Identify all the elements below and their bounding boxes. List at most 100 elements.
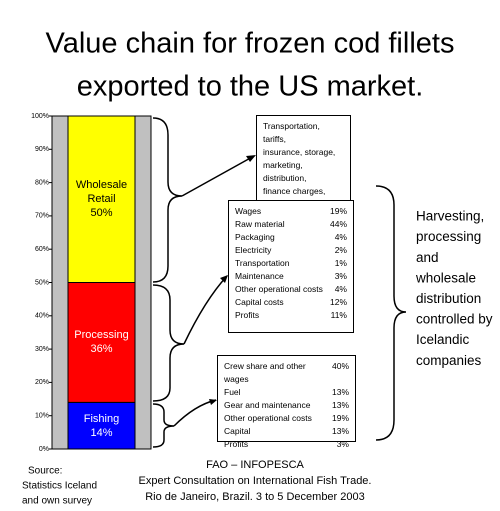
cost-item: Crew share and other wages — [224, 361, 306, 384]
footer-line: Rio de Janeiro, Brazil. 3 to 5 December … — [145, 491, 365, 503]
box-line: Transportation, tariffs, — [263, 121, 320, 144]
cost-item: Maintenance — [235, 271, 284, 281]
text-box: Wages 19% Raw material 44% Packaging 4% Electr… — [228, 200, 354, 333]
cost-share: 3% — [336, 439, 349, 449]
cost-item: Transportation — [235, 258, 290, 268]
y-tick-label: 90% — [35, 146, 49, 153]
cost-share: 19% — [329, 206, 347, 216]
cost-row: Other operational costs 4% — [235, 283, 347, 296]
cost-row: Capital costs 12% — [235, 296, 347, 309]
cost-share: 3% — [334, 271, 347, 281]
bar-segment — [67, 401, 136, 450]
note-line: Icelandic — [416, 332, 470, 347]
y-tick-label: 40% — [35, 313, 49, 320]
connector — [183, 275, 228, 345]
y-tick-label: 0% — [39, 446, 49, 453]
cost-share: 13% — [331, 426, 349, 436]
note-line: Harvesting, — [416, 209, 484, 224]
cost-row: Electricity 2% — [235, 244, 347, 257]
value-label: 14% — [90, 426, 113, 439]
cost-item: Packaging — [235, 232, 275, 242]
text-box: Transportation, tariffs, insurance, stora… — [256, 115, 351, 222]
footer-line: FAO – INFOPESCA — [206, 459, 304, 471]
cost-row: Wages 19% — [235, 205, 347, 218]
cost-item: Electricity — [235, 245, 272, 255]
note-line: processing — [416, 229, 481, 244]
y-tick-label: 30% — [35, 346, 49, 353]
arrowhead — [220, 275, 228, 283]
bar-frame — [51, 115, 69, 450]
cost-item: Raw material — [235, 219, 285, 229]
cost-share: 13% — [331, 400, 349, 410]
y-tick-label: 80% — [35, 179, 49, 186]
cost-row: Profits 3% — [224, 438, 349, 451]
note-line: wholesale — [415, 270, 476, 285]
cost-item: Wages — [235, 206, 262, 216]
segment-name: Processing — [74, 329, 129, 342]
cost-row: Other operational costs 19% — [224, 412, 349, 425]
arrowhead — [209, 399, 217, 405]
cost-item: Capital — [224, 426, 251, 436]
cost-item: Profits — [235, 310, 260, 320]
cost-item: Capital costs — [235, 297, 284, 307]
cost-row: Crew share and other wages 40% — [224, 360, 349, 386]
connector — [181, 155, 255, 197]
box-line: insurance, storage, — [263, 147, 336, 157]
cost-share: 4% — [334, 284, 347, 294]
connector — [173, 399, 217, 427]
cost-row: Transportation 1% — [235, 257, 347, 270]
chart-title: exported to the US market. — [77, 71, 424, 103]
cost-share: 1% — [334, 258, 347, 268]
source-line: Source: — [28, 466, 62, 477]
note-line: and — [416, 250, 439, 265]
cost-item: Fuel — [224, 387, 241, 397]
cost-share: 19% — [331, 413, 349, 423]
cost-row: Raw material 44% — [235, 218, 347, 231]
arrowhead — [246, 155, 256, 162]
cost-share: 2% — [334, 245, 347, 255]
cost-share: 11% — [330, 310, 347, 320]
braces — [152, 117, 407, 448]
cost-item: Other operational costs — [224, 413, 312, 423]
cost-row: Profits 11% — [235, 309, 347, 322]
cost-share: 44% — [329, 219, 347, 229]
cost-row: Capital 13% — [224, 425, 349, 438]
segment-text: Processing 36% — [68, 328, 134, 356]
arrowheads — [209, 155, 256, 405]
cost-share: 4% — [334, 232, 347, 242]
y-tick-label: 70% — [35, 213, 49, 220]
value-label: 50% — [90, 207, 113, 220]
cost-share: 13% — [331, 387, 349, 397]
brace — [152, 284, 185, 402]
text-box: Crew share and other wages 40% Fuel 13% Gear… — [217, 355, 356, 449]
brace — [152, 403, 175, 448]
note-line: controlled by — [416, 312, 493, 327]
y-tick-label: 100% — [31, 113, 49, 120]
cost-item: Other operational costs — [235, 284, 323, 294]
cost-share: 12% — [329, 297, 347, 307]
value-label: 36% — [90, 343, 113, 356]
cost-share: 40% — [331, 361, 349, 371]
chart-title: Value chain for frozen cod fillets — [46, 28, 455, 60]
segment-name: Fishing — [83, 412, 120, 425]
cost-item: Profits — [224, 439, 249, 449]
segment-name: Wholesale Retail — [75, 179, 128, 206]
cost-row: Packaging 4% — [235, 231, 347, 244]
brace — [375, 185, 407, 441]
footer-line: Expert Consultation on International Fis… — [139, 475, 372, 487]
box-line: marketing, distribution, — [263, 160, 307, 183]
bar-segment — [67, 282, 136, 403]
note-line: companies — [416, 353, 482, 368]
source-line: and own survey — [22, 496, 92, 507]
y-tick-label: 20% — [35, 379, 49, 386]
note-line: distribution — [416, 291, 481, 306]
cost-row: Fuel 13% — [224, 386, 349, 399]
